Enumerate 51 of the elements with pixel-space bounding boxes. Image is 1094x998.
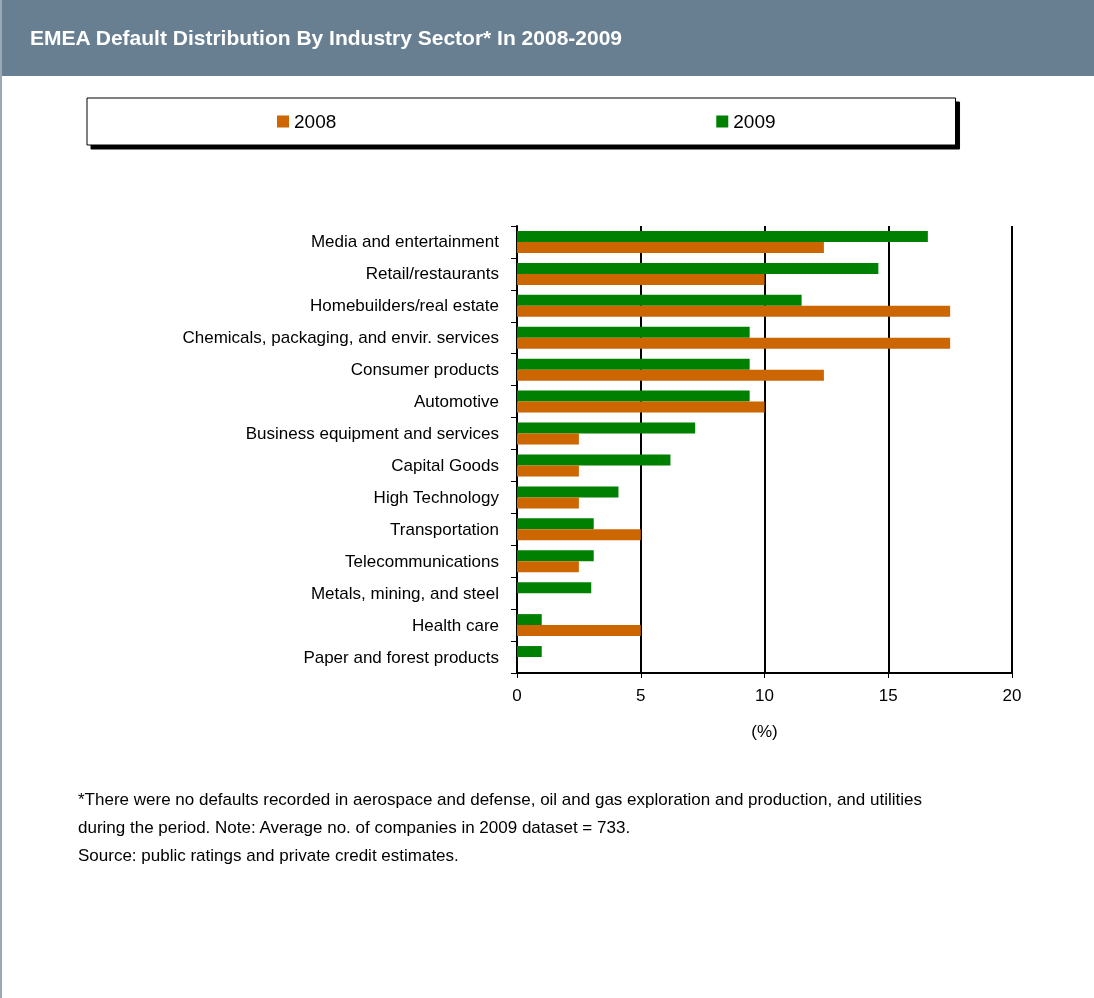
y-tick-label: Capital Goods xyxy=(391,455,499,475)
bar xyxy=(517,241,824,253)
bar xyxy=(517,518,594,530)
bar xyxy=(517,561,579,573)
bar xyxy=(517,646,542,658)
bar xyxy=(517,486,619,498)
bar xyxy=(517,273,765,285)
y-tick-label: Paper and forest products xyxy=(303,647,499,667)
bar xyxy=(517,358,750,370)
y-tick-label: Telecommunications xyxy=(344,551,499,571)
y-tick-label: Chemicals, packaging, and envir. services xyxy=(182,328,499,348)
source-note: Source: public ratings and private credit estimates. xyxy=(78,845,460,867)
bar xyxy=(517,294,802,306)
bar xyxy=(517,305,951,317)
y-tick-label: Automotive xyxy=(413,392,499,412)
legend-label: 2008 xyxy=(294,111,337,132)
bar xyxy=(517,326,750,338)
x-tick-label: 15 xyxy=(878,686,898,705)
bar xyxy=(517,529,641,541)
bar xyxy=(517,390,750,402)
x-tick-label: 5 xyxy=(636,686,646,705)
y-tick-label: Consumer products xyxy=(350,360,499,380)
bar xyxy=(517,262,879,274)
y-tick-label: Retail/restaurants xyxy=(365,264,499,284)
x-tick-label: 0 xyxy=(512,686,522,705)
bar xyxy=(517,422,696,434)
bar xyxy=(517,550,594,562)
y-tick-label: Transportation xyxy=(390,519,499,539)
legend-label: 2009 xyxy=(733,111,776,132)
x-tick-label: 10 xyxy=(755,686,774,705)
bar xyxy=(517,433,579,445)
x-axis-title: (%) xyxy=(751,722,778,741)
bar xyxy=(517,369,824,381)
bar xyxy=(517,401,765,413)
bar xyxy=(517,454,671,466)
bar xyxy=(517,625,641,637)
y-tick-label: Health care xyxy=(412,615,499,635)
text: EMEA Default Distribution By Industry Sector* In 2008-2009 xyxy=(2,0,1094,76)
bar xyxy=(517,230,928,242)
y-tick-label: High Technology xyxy=(373,487,500,507)
bar xyxy=(517,497,579,509)
y-tick-label: Homebuilders/real estate xyxy=(310,296,499,316)
x-tick-label: 20 xyxy=(1002,686,1022,705)
y-tick-label: Media and entertainment xyxy=(310,232,500,252)
y-tick-label: Metals, mining, and steel xyxy=(310,583,499,603)
bar xyxy=(517,337,951,349)
y-tick-label: Business equipment and services xyxy=(245,424,499,444)
bar xyxy=(517,465,579,477)
bar xyxy=(517,614,542,626)
text: *There were no defaults recorded in aerospace and defense, oil and gas exploration and production, and utilities during the period. Note: Average no. of companies in 2009 dataset = 733. xyxy=(78,789,923,839)
bar xyxy=(517,582,592,594)
